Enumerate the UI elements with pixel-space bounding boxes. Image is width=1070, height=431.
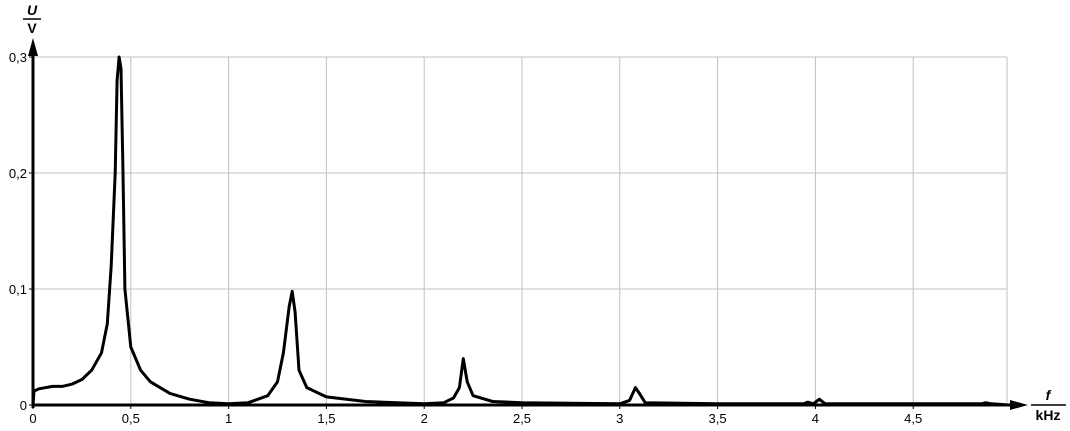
- x-tick-label: 3: [616, 411, 623, 426]
- x-axis: [33, 400, 1028, 410]
- y-axis: [28, 38, 38, 408]
- x-tick-label: 2,5: [513, 411, 531, 426]
- tick-labels: 0 0,5 1 1,5 2 2,5 3 3,5 4 4,5 0 0,1 0,2 0,3: [9, 50, 922, 426]
- x-tick-label: 2: [421, 411, 428, 426]
- x-tick-label: 4: [812, 411, 819, 426]
- x-tick-label: 0: [29, 411, 36, 426]
- x-tick-label: 3,5: [709, 411, 727, 426]
- y-axis-quantity: U: [27, 2, 38, 18]
- x-tick-label: 0,5: [122, 411, 140, 426]
- x-tick-label: 1,5: [317, 411, 335, 426]
- x-axis-quantity: f: [1046, 387, 1052, 403]
- y-axis-unit: V: [27, 20, 37, 36]
- y-tick-label: 0: [20, 398, 27, 413]
- y-tick-label: 0,1: [9, 282, 27, 297]
- x-axis-unit: kHz: [1036, 407, 1061, 423]
- y-axis-arrow-icon: [28, 38, 38, 56]
- x-tick-label: 1: [225, 411, 232, 426]
- series-line: [31, 55, 1010, 407]
- x-tick-label: 4,5: [904, 411, 922, 426]
- grid: [29, 56, 1008, 409]
- y-tick-label: 0,3: [9, 50, 27, 65]
- y-tick-label: 0,2: [9, 166, 27, 181]
- x-axis-arrow-icon: [1010, 400, 1028, 410]
